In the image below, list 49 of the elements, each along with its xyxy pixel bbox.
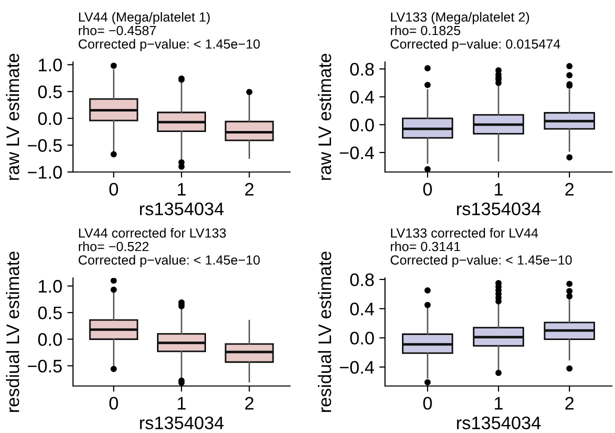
y-tick-label: 0.0 (350, 118, 374, 132)
y-tick-label: −0.4 (340, 360, 374, 374)
x-tick-label: 2 (245, 396, 254, 410)
x-axis-title: rs1354034 (457, 202, 541, 216)
x-tick-label: 0 (109, 182, 118, 196)
x-tick-label: 2 (565, 182, 574, 196)
y-tick-label: 1.0 (38, 280, 62, 293)
text: rho= −0.522 (78, 242, 148, 252)
y-tick-label: −1.0 (28, 166, 62, 179)
y-tick-label: 0.8 (350, 62, 374, 76)
y-tick-label: −0.5 (28, 360, 62, 373)
chart-title: LV44 corrected for LV133 (79, 228, 226, 238)
y-tick-label: 1.0 (38, 58, 62, 72)
y-tick-label: 0.0 (38, 333, 62, 346)
y-tick-label: 0.0 (38, 112, 62, 126)
x-tick-label: 1 (494, 397, 503, 410)
y-tick-label: 0.0 (350, 332, 374, 345)
x-tick-label: 2 (245, 182, 254, 196)
chart-title: LV133 corrected for LV44 (391, 228, 538, 238)
x-axis-title: rs1354034 (457, 416, 541, 430)
y-tick-label: 0.4 (350, 302, 374, 316)
text: rho= −0.4587 (78, 26, 156, 36)
x-tick-label: 0 (423, 396, 432, 410)
y-tick-label: −0.5 (28, 139, 62, 152)
text: Corrected p−value: < 1.45e−10 (390, 255, 572, 268)
x-tick-label: 1 (178, 183, 186, 196)
x-axis-title: rs1354034 (140, 416, 224, 430)
y-axis-title: resdiual LV estimate (6, 252, 20, 412)
text: rho= 0.1825 (390, 26, 460, 36)
x-tick-label: 0 (423, 182, 432, 196)
text: rho= 0.3141 (390, 242, 460, 252)
y-tick-label: 0.4 (350, 90, 374, 104)
chart-title: LV133 (Mega/platelet 2) (391, 12, 530, 24)
y-axis-title: raw LV estimate (6, 54, 20, 180)
text: Corrected p−value: 0.015474 (390, 39, 560, 52)
x-tick-label: 1 (178, 397, 186, 410)
y-axis-title: raw LV estimate (318, 54, 332, 180)
y-tick-label: 0.5 (38, 85, 62, 98)
x-tick-label: 0 (109, 396, 118, 410)
x-axis-title: rs1354034 (140, 202, 224, 216)
y-tick-label: 0.8 (350, 273, 374, 286)
text: Corrected p−value: < 1.45e−10 (78, 39, 260, 52)
x-tick-label: 1 (494, 183, 503, 196)
x-tick-label: 2 (565, 396, 574, 410)
text: Corrected p−value: < 1.45e−10 (78, 255, 260, 268)
y-tick-label: 0.5 (38, 306, 62, 320)
chart-title: LV44 (Mega/platelet 1) (79, 12, 210, 24)
y-axis-title: residual LV estimate (318, 252, 332, 412)
y-tick-label: −0.4 (340, 146, 374, 160)
